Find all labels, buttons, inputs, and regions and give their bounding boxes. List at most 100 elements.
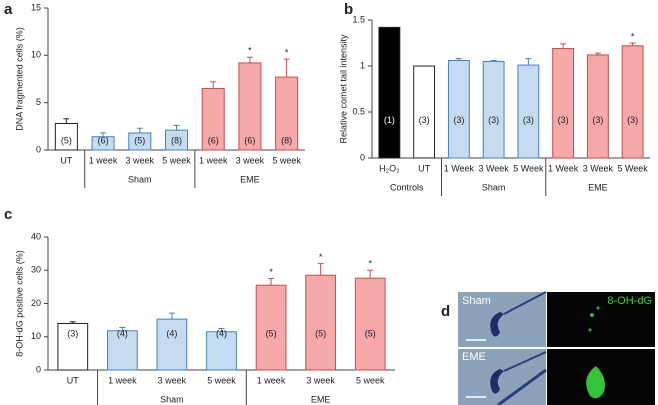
- y-tick-label: 0: [36, 364, 41, 374]
- y-tick-label: 15: [31, 2, 41, 12]
- n-label: (3): [523, 115, 534, 125]
- fluorescence-image: [547, 292, 655, 347]
- n-label: (3): [453, 115, 464, 125]
- x-tick-label: 3 Week: [583, 163, 614, 173]
- micrograph-panel: d Sham EME 8-OH-dG: [441, 291, 655, 405]
- panel-label: a: [4, 1, 13, 18]
- x-tick-label: 5 week: [272, 155, 301, 165]
- bar: [413, 65, 436, 159]
- y-tick-label: 20: [31, 298, 41, 308]
- bar: [206, 331, 237, 371]
- y-tick-label: 5: [36, 97, 41, 107]
- x-tick-label: 1 week: [89, 155, 118, 165]
- n-label: (5): [315, 328, 326, 338]
- y-tick-label: 0: [36, 144, 41, 154]
- x-tick-label: UT: [418, 163, 430, 173]
- x-tick-label: 5 Week: [513, 163, 544, 173]
- group-label: Sham: [482, 182, 506, 192]
- n-label: (3): [67, 328, 78, 338]
- n-label: (5): [61, 135, 72, 145]
- significance-marker: *: [285, 47, 289, 57]
- fluorescent-spot: [588, 328, 592, 332]
- y-axis-label: Relative comet tail intensity: [338, 34, 348, 144]
- x-tick-label: 3 week: [158, 375, 187, 385]
- group-label: Sham: [160, 394, 184, 404]
- bar: [517, 64, 540, 159]
- x-tick-label: H₂O₂: [379, 163, 400, 173]
- x-tick-label: UT: [67, 375, 79, 385]
- y-tick-label: 1.5: [352, 14, 365, 24]
- significance-marker: *: [269, 267, 273, 277]
- n-label: (3): [627, 115, 638, 125]
- y-tick-label: 0: [360, 152, 365, 162]
- n-label: (5): [266, 328, 277, 338]
- n-label: (6): [208, 135, 219, 145]
- significance-marker: *: [368, 259, 372, 269]
- x-tick-label: UT: [60, 155, 72, 165]
- sperm-tail: [503, 291, 547, 315]
- bar: [354, 277, 386, 371]
- bar: [447, 59, 470, 159]
- bar: [378, 26, 401, 159]
- bar: [255, 284, 287, 371]
- image-label: 8-OH-dG: [607, 295, 652, 307]
- bar: [552, 48, 575, 159]
- fluorescent-spot: [596, 306, 600, 310]
- x-tick-label: 1 week: [199, 155, 228, 165]
- x-tick-label: 3 week: [306, 375, 335, 385]
- x-tick-label: 1 week: [108, 375, 137, 385]
- group-label: Controls: [390, 182, 424, 192]
- significance-marker: *: [319, 252, 323, 262]
- group-label: Sham: [128, 174, 152, 184]
- n-label: (3): [419, 115, 430, 125]
- n-label: (3): [488, 115, 499, 125]
- x-tick-label: 5 week: [162, 155, 191, 165]
- bar: [621, 45, 644, 159]
- n-label: (1): [384, 115, 395, 125]
- panel-label: b: [344, 1, 353, 18]
- n-label: (5): [365, 328, 376, 338]
- y-axis-label: 8-OH-dG positive cells (%): [14, 250, 24, 357]
- group-label: EME: [588, 182, 608, 192]
- x-tick-label: 3 Week: [478, 163, 509, 173]
- significance-marker: *: [248, 46, 252, 56]
- n-label: (4): [216, 328, 227, 338]
- x-tick-label: 3 week: [236, 155, 265, 165]
- group-label: EME: [240, 174, 260, 184]
- x-tick-label: 3 week: [126, 155, 155, 165]
- panel-label: c: [4, 206, 12, 223]
- image-label: EME: [462, 351, 486, 363]
- significance-marker: *: [631, 31, 635, 41]
- n-label: (6): [98, 135, 109, 145]
- y-axis-label: DNA fragmented cells (%): [14, 27, 24, 131]
- bar: [586, 54, 609, 159]
- x-tick-label: 5 Week: [617, 163, 648, 173]
- x-tick-label: 5 week: [356, 375, 385, 385]
- group-label: EME: [311, 394, 331, 404]
- n-label: (6): [244, 135, 255, 145]
- bar: [156, 318, 188, 371]
- sperm-head: [490, 312, 504, 337]
- n-label: (8): [281, 135, 292, 145]
- n-label: (4): [166, 328, 177, 338]
- y-tick-label: 10: [31, 50, 41, 60]
- n-label: (8): [171, 135, 182, 145]
- n-label: (3): [592, 115, 603, 125]
- y-tick-label: 0.5: [352, 106, 365, 116]
- n-label: (3): [558, 115, 569, 125]
- y-tick-label: 40: [31, 231, 41, 241]
- y-tick-label: 30: [31, 265, 41, 275]
- phase-image: [458, 292, 546, 347]
- image-label: Sham: [462, 295, 491, 307]
- x-tick-label: 5 week: [207, 375, 236, 385]
- x-tick-label: 1 week: [257, 375, 286, 385]
- n-label: (4): [117, 328, 128, 338]
- x-tick-label: 1 Week: [548, 163, 579, 173]
- n-label: (5): [134, 135, 145, 145]
- x-tick-label: 1 Week: [444, 163, 475, 173]
- fluorescent-signal: [586, 366, 605, 399]
- bar: [482, 60, 505, 159]
- panel-label: d: [441, 303, 450, 320]
- bar: [305, 274, 337, 371]
